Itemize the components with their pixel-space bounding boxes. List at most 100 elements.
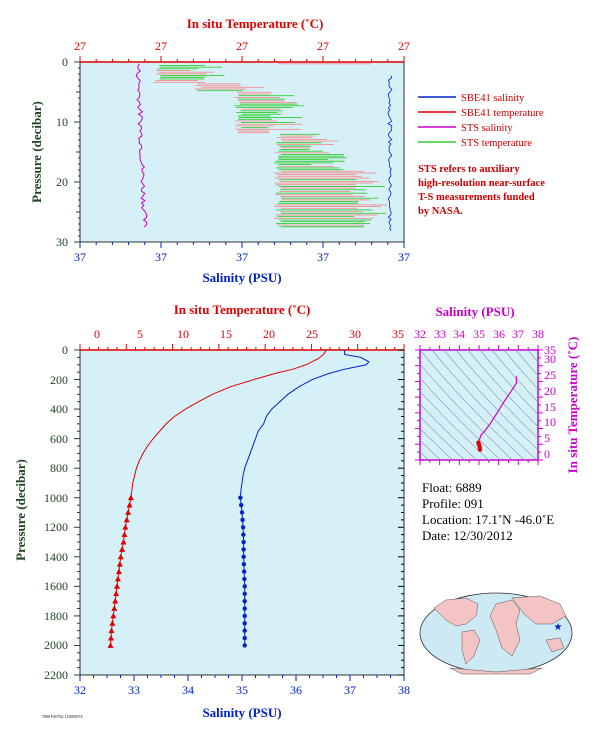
main-temp-tick-label: 0 bbox=[94, 327, 100, 341]
map-asia bbox=[511, 595, 567, 625]
main-temp-tick-label: 15 bbox=[220, 327, 232, 341]
map-continents bbox=[433, 595, 567, 675]
map-australia bbox=[545, 637, 565, 653]
sts-note-line: by NASA. bbox=[418, 206, 463, 217]
salinity-sample-marker bbox=[242, 576, 247, 582]
main-sal-tick-label: 38 bbox=[398, 683, 410, 697]
ts-density-contour bbox=[420, 377, 502, 460]
date: Date: 12/30/2012 bbox=[422, 528, 513, 543]
main-temp-axis-title: In situ Temperature (˚C) bbox=[174, 302, 311, 317]
top-temp-tick-labels: 27 27 27 27 27 bbox=[74, 39, 410, 53]
ts-sal-tick-label: 38 bbox=[532, 327, 544, 341]
main-pressure-tick-label: 1200 bbox=[44, 520, 68, 534]
main-pressure-tick-label: 1000 bbox=[44, 491, 68, 505]
main-temp-tick-label: 10 bbox=[177, 327, 189, 341]
salinity-sample-marker bbox=[238, 495, 243, 500]
main-pressure-tick-labels: 0 200 400 600 800 1000 1200 1400 1600 18… bbox=[44, 343, 68, 682]
salinity-sample-marker bbox=[242, 584, 247, 589]
main-pressure-tick-label: 600 bbox=[50, 432, 68, 446]
temperature-sample-marker bbox=[120, 538, 127, 545]
top-axis-ticks bbox=[74, 56, 405, 248]
ts-salinity-axis-title: Salinity (PSU) bbox=[435, 304, 514, 319]
salinity-sample-marker bbox=[242, 628, 247, 633]
top-salinity-tick-labels: 37 37 37 37 37 bbox=[74, 250, 410, 264]
top-pressure-tick-label: 30 bbox=[56, 235, 68, 249]
ts-density-contour bbox=[491, 350, 538, 403]
temperature-sample-marker bbox=[125, 509, 132, 515]
top-pressure-tick-label: 10 bbox=[56, 115, 68, 129]
main-sal-tick-label: 34 bbox=[182, 683, 194, 697]
ts-sal-tick-label: 37 bbox=[512, 327, 524, 341]
main-sal-tick-label: 36 bbox=[290, 683, 302, 697]
salinity-sample-marker bbox=[242, 643, 247, 648]
salinity-sample-marker bbox=[242, 621, 247, 626]
sts-note-line: high-resolution near-surface bbox=[418, 178, 545, 189]
salinity-sample-marker bbox=[241, 539, 246, 545]
ts-temp-axis-title: In situ Temperature (˚C) bbox=[565, 337, 580, 474]
temperature-sample-marker bbox=[108, 627, 115, 634]
temperature-sample-marker bbox=[126, 501, 133, 508]
salinity-sample-marker bbox=[241, 532, 246, 537]
salinity-sample-marker bbox=[239, 510, 245, 515]
ts-axis-ticks bbox=[415, 345, 543, 465]
temperature-sample-marker bbox=[114, 583, 121, 589]
temperature-sample-marker bbox=[121, 531, 128, 538]
float-id: Float: 6889 bbox=[422, 480, 482, 495]
temperature-sample-marker bbox=[119, 546, 126, 552]
top-sal-tick-label: 37 bbox=[236, 250, 248, 264]
top-panel: In situ Temperature (˚C) 27 27 27 27 27 … bbox=[29, 16, 544, 285]
temperature-sample-marker bbox=[108, 634, 115, 641]
salinity-sample-marker bbox=[242, 613, 247, 619]
salinity-sample-marker bbox=[241, 554, 246, 560]
top-temp-tick-label: 27 bbox=[236, 39, 248, 53]
footer-code: 7000 FS0762 123692974 bbox=[42, 714, 82, 719]
world-map: ★ bbox=[419, 592, 573, 675]
temperature-sample-marker bbox=[110, 612, 117, 619]
ts-temp-tick-label: 30 bbox=[544, 352, 556, 366]
temperature-sample-marker bbox=[114, 575, 121, 582]
top-temp-tick-label: 27 bbox=[74, 39, 86, 53]
ts-temp-tick-labels: 0 5 10 15 20 25 30 35 bbox=[544, 343, 556, 461]
main-temp-tick-label: 5 bbox=[137, 327, 143, 341]
ts-sal-tick-label: 34 bbox=[453, 327, 465, 341]
top-temp-axis-title: In situ Temperature (˚C) bbox=[187, 16, 324, 31]
sts-salinity-line bbox=[135, 63, 148, 228]
main-temp-tick-label: 20 bbox=[263, 327, 275, 341]
top-pressure-tick-labels: 0 10 20 30 bbox=[56, 55, 68, 249]
main-pressure-tick-label: 1400 bbox=[44, 550, 68, 564]
ts-salinity-tick-labels: 32 33 34 35 36 37 38 bbox=[414, 327, 544, 341]
temperature-sample-marker bbox=[123, 516, 130, 523]
main-pressure-tick-label: 400 bbox=[50, 402, 68, 416]
main-axis-ticks bbox=[74, 344, 405, 681]
ts-density-contour bbox=[431, 350, 538, 460]
ts-density-contour bbox=[443, 350, 538, 451]
sts-note-line: T-S measurements funded bbox=[418, 192, 535, 203]
salinity-sample-marker bbox=[238, 502, 244, 508]
main-temp-tick-label: 25 bbox=[306, 327, 318, 341]
ts-density-contour bbox=[503, 350, 538, 390]
main-pressure-tick-label: 0 bbox=[62, 343, 68, 357]
ts-temp-tick-label: 10 bbox=[544, 415, 556, 429]
salinity-profile-line bbox=[239, 350, 370, 646]
salinity-sample-marker bbox=[240, 525, 246, 530]
map-float-location-marker: ★ bbox=[554, 622, 563, 633]
main-pressure-axis-title: Pressure (decibar) bbox=[13, 459, 28, 561]
temperature-sample-marker bbox=[113, 590, 120, 597]
main-pressure-tick-label: 2000 bbox=[44, 638, 68, 652]
temperature-sample-marker bbox=[115, 568, 122, 574]
salinity-sample-marker bbox=[242, 635, 247, 641]
main-temp-tick-label: 35 bbox=[392, 327, 404, 341]
main-pressure-tick-label: 800 bbox=[50, 461, 68, 475]
salinity-sample-marker bbox=[241, 569, 247, 574]
temperature-sample-marker bbox=[122, 524, 129, 530]
main-profile-series bbox=[107, 349, 370, 648]
main-temp-tick-labels: 0 5 10 15 20 25 30 35 bbox=[94, 327, 404, 341]
ts-sal-tick-label: 33 bbox=[434, 327, 446, 341]
ts-deep-sample-point bbox=[476, 440, 481, 445]
location: Location: 17.1˚N -46.0˚E bbox=[422, 512, 555, 527]
salinity-sample-marker bbox=[240, 517, 245, 523]
main-sal-tick-label: 35 bbox=[236, 683, 248, 697]
top-temp-tick-label: 27 bbox=[155, 39, 167, 53]
ts-density-contour bbox=[467, 350, 538, 428]
temperature-sample-marker bbox=[109, 620, 116, 626]
